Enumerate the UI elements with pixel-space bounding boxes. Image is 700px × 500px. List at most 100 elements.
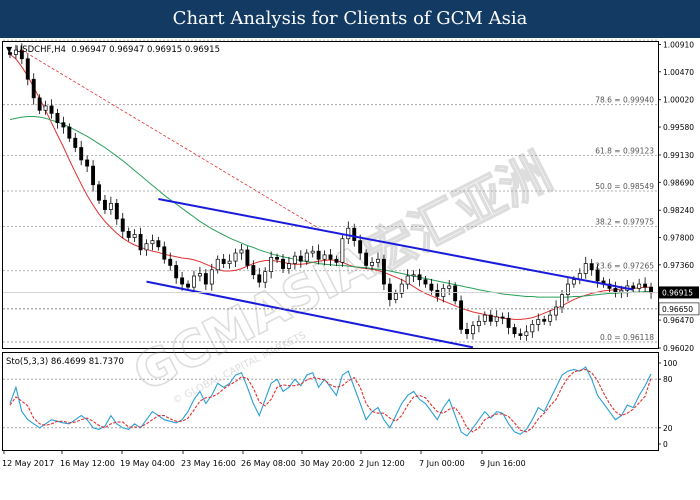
candle-body	[257, 274, 262, 283]
candle-body	[203, 273, 208, 285]
candle-body	[358, 240, 363, 254]
candle-body	[174, 265, 179, 279]
candle-body	[120, 218, 125, 232]
candle-body	[459, 300, 464, 330]
candle-body	[292, 255, 297, 264]
main-chart-title: USDCHF,H4 0.96947 0.96947 0.96915 0.9691…	[16, 45, 220, 55]
candle-body	[227, 260, 232, 264]
price-tick-label: 0.98690	[663, 178, 694, 187]
candle-body	[144, 243, 149, 251]
candle-body	[49, 105, 54, 114]
time-tick-label: 23 May 16:00	[181, 459, 236, 468]
candle-body	[453, 285, 458, 302]
fib-label: 38.2 = 0.97975	[595, 218, 654, 227]
candle-body	[352, 227, 357, 241]
time-tick-label: 9 Jun 16:00	[480, 459, 526, 468]
time-axis: 12 May 2017 16 May 12:00 19 May 04:00 23 Ma…	[2, 450, 526, 468]
price-tick-label: 0.99580	[663, 123, 694, 132]
sto-tick-label: 0	[663, 440, 668, 449]
candle-body	[150, 240, 155, 245]
price-tick-label: 0.96470	[663, 316, 694, 325]
candle-body	[55, 113, 60, 124]
candle-body	[97, 184, 101, 201]
candle-body	[405, 275, 410, 285]
channel-and-markers: 0.96915 0.96650	[3, 49, 700, 349]
fibonacci-levels: 100.0 = 1.00980 78.6 = 0.99940 61.8 = 0.99…	[3, 38, 658, 343]
candle-body	[423, 279, 428, 285]
candle-body	[91, 165, 96, 186]
candle-body	[209, 269, 214, 285]
time-tick-label: 7 Jun 00:00	[419, 459, 465, 468]
candle-body	[370, 261, 375, 266]
candle-body	[393, 293, 398, 300]
fib-label: 23.6 = 0.97265	[595, 262, 654, 271]
candle-body	[560, 294, 564, 308]
candle-body	[126, 230, 131, 238]
candle-body	[102, 199, 107, 210]
candle-body	[73, 137, 78, 148]
candle-body	[381, 258, 386, 285]
time-tick-label: 12 May 2017	[2, 459, 54, 468]
price-tick-label: 1.00910	[663, 40, 694, 49]
time-tick-label: 2 Jun 12:00	[359, 459, 405, 468]
candle-body	[286, 263, 291, 269]
candle-body	[548, 314, 553, 322]
price-tick-label: 1.00470	[663, 68, 694, 77]
sto-signal-line	[9, 368, 652, 433]
candle-body	[61, 122, 66, 128]
candle-body	[132, 234, 137, 238]
fib-label: 0.0 = 0.96118	[600, 333, 654, 342]
support-price-label: 0.96650	[662, 305, 693, 314]
candle-body	[542, 319, 547, 322]
candle-body	[429, 283, 434, 291]
candle-body	[411, 274, 416, 277]
candle-body	[488, 314, 493, 322]
stochastic-plot-frame	[2, 352, 659, 451]
candle-body	[8, 52, 12, 55]
time-tick-label: 30 May 20:00	[300, 459, 355, 468]
time-tick-label: 16 May 12:00	[60, 459, 115, 468]
candle-body	[281, 258, 285, 269]
current-price-label: 0.96915	[662, 288, 693, 297]
candle-body	[79, 147, 84, 161]
sto-main-line	[9, 366, 652, 437]
candle-body	[340, 238, 345, 263]
candle-body	[500, 316, 505, 319]
stochastic-indicator: 100 80 20 0	[3, 359, 678, 449]
price-tick-label: 0.97800	[663, 234, 694, 243]
candle-body	[530, 324, 535, 333]
candle-body	[31, 78, 36, 99]
fib-label: 50.0 = 0.98549	[595, 182, 654, 191]
candle-body	[269, 257, 274, 273]
candle-body	[13, 49, 18, 55]
candle-body	[37, 97, 42, 111]
fib-label: 100.0 = 1.00980	[590, 38, 654, 40]
price-tick-label: 0.99130	[663, 151, 694, 160]
candle-body	[565, 283, 570, 295]
time-tick-label: 19 May 04:00	[120, 459, 175, 468]
candle-body	[465, 329, 469, 335]
sto-tick-label: 100	[663, 359, 678, 368]
candle-body	[25, 58, 30, 80]
candle-body	[346, 227, 351, 240]
candle-body	[595, 269, 600, 282]
trend-dashed-line	[21, 49, 319, 229]
candle-body	[310, 250, 315, 254]
candle-body	[583, 263, 588, 274]
candle-body	[435, 289, 440, 297]
candle-body	[114, 203, 119, 220]
candlesticks	[8, 43, 653, 341]
candle-body	[649, 286, 653, 294]
candle-body	[168, 258, 173, 266]
candle-body	[364, 252, 369, 266]
candle-body	[387, 283, 392, 300]
candle-body	[328, 254, 333, 260]
candle-body	[447, 285, 452, 289]
channel-upper-line	[158, 198, 634, 291]
candle-body	[482, 314, 487, 322]
candle-body	[322, 254, 327, 260]
candle-body	[643, 283, 648, 288]
candle-body	[512, 327, 517, 335]
price-chart: GCMASIA宏汇亚洲 © GLOBAL CAPITAL MARKETS 100…	[2, 38, 700, 468]
candle-body	[316, 250, 321, 260]
